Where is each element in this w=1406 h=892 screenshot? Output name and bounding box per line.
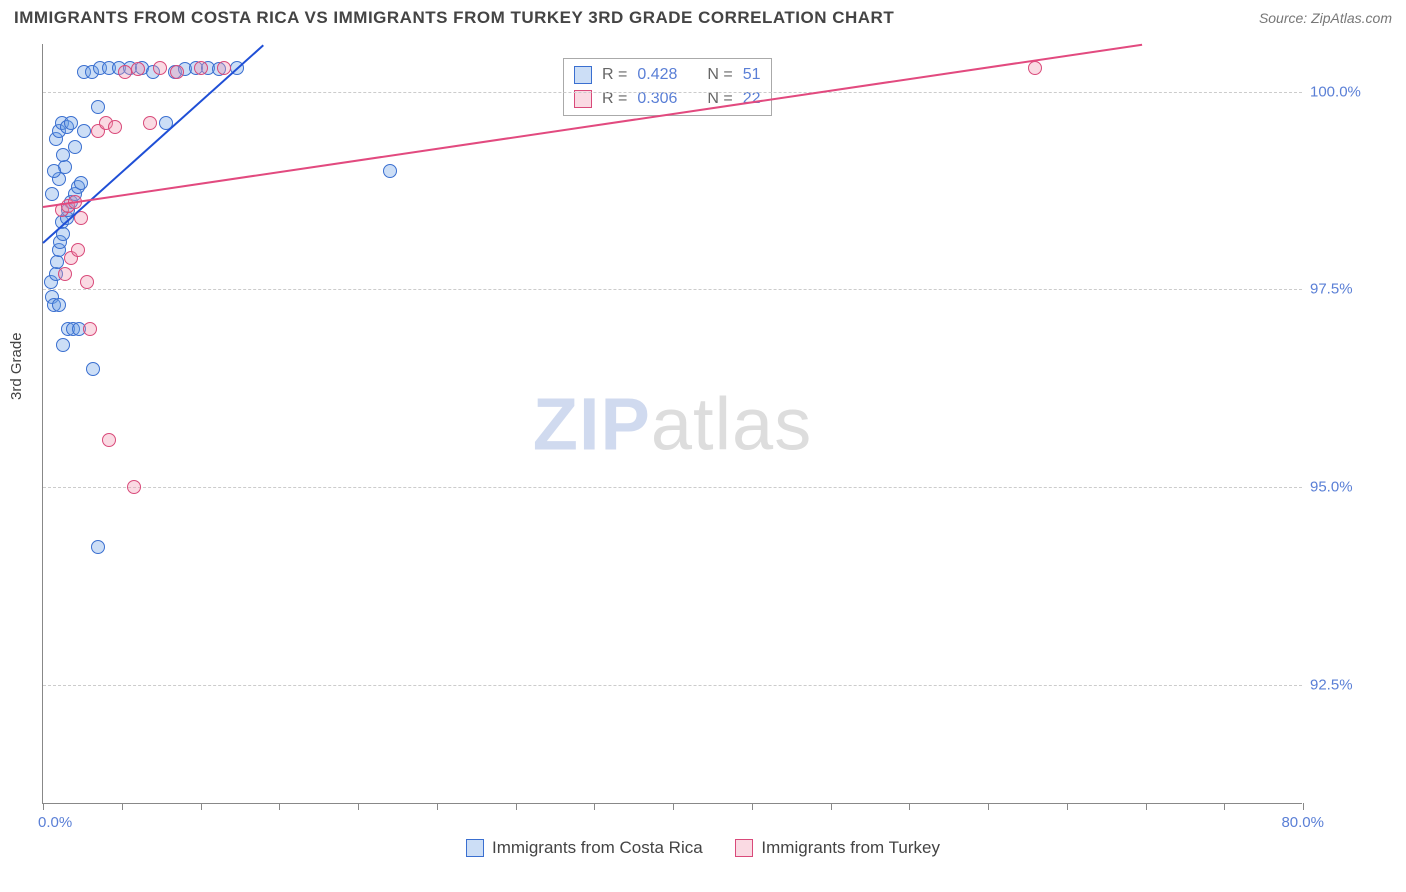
x-tick bbox=[1067, 803, 1068, 810]
y-tick-label: 100.0% bbox=[1310, 83, 1394, 100]
x-tick bbox=[594, 803, 595, 810]
data-point-pink bbox=[217, 61, 231, 75]
x-tick bbox=[437, 803, 438, 810]
y-tick-label: 95.0% bbox=[1310, 479, 1394, 496]
data-point-blue bbox=[56, 338, 70, 352]
x-max-label: 80.0% bbox=[1281, 814, 1324, 831]
data-point-pink bbox=[170, 65, 184, 79]
x-tick bbox=[43, 803, 44, 810]
data-point-pink bbox=[127, 480, 141, 494]
grid-line bbox=[43, 487, 1302, 488]
data-point-blue bbox=[45, 187, 59, 201]
data-point-pink bbox=[153, 61, 167, 75]
data-point-pink bbox=[194, 61, 208, 75]
data-point-blue bbox=[86, 362, 100, 376]
x-tick bbox=[516, 803, 517, 810]
data-point-blue bbox=[74, 176, 88, 190]
legend-swatch-blue bbox=[466, 839, 484, 857]
scatter-plot: ZIPatlas R = 0.428 N = 51 R = 0.306 N = … bbox=[42, 44, 1302, 804]
x-tick bbox=[673, 803, 674, 810]
data-point-blue bbox=[383, 164, 397, 178]
grid-line bbox=[43, 92, 1302, 93]
x-tick bbox=[122, 803, 123, 810]
data-point-pink bbox=[108, 120, 122, 134]
y-tick-label: 97.5% bbox=[1310, 281, 1394, 298]
data-point-pink bbox=[83, 322, 97, 336]
grid-line bbox=[43, 685, 1302, 686]
x-tick bbox=[201, 803, 202, 810]
data-point-pink bbox=[102, 433, 116, 447]
data-point-blue bbox=[64, 116, 78, 130]
legend-swatch-pink bbox=[735, 839, 753, 857]
x-tick bbox=[279, 803, 280, 810]
legend-label-blue: Immigrants from Costa Rica bbox=[492, 838, 703, 858]
source-attribution: Source: ZipAtlas.com bbox=[1259, 10, 1392, 26]
x-tick bbox=[358, 803, 359, 810]
x-tick bbox=[752, 803, 753, 810]
data-point-pink bbox=[58, 267, 72, 281]
x-tick bbox=[1146, 803, 1147, 810]
correlation-legend: R = 0.428 N = 51 R = 0.306 N = 22 bbox=[563, 58, 772, 116]
data-point-pink bbox=[71, 243, 85, 257]
data-point-pink bbox=[80, 275, 94, 289]
data-point-blue bbox=[52, 298, 66, 312]
y-axis-title: 3rd Grade bbox=[8, 332, 25, 400]
x-tick bbox=[909, 803, 910, 810]
data-point-blue bbox=[91, 540, 105, 554]
x-tick bbox=[988, 803, 989, 810]
data-point-blue bbox=[77, 124, 91, 138]
data-point-blue bbox=[91, 100, 105, 114]
legend-swatch-blue bbox=[574, 66, 592, 84]
data-point-pink bbox=[143, 116, 157, 130]
x-tick bbox=[1303, 803, 1304, 810]
data-point-pink bbox=[1028, 61, 1042, 75]
data-point-pink bbox=[131, 62, 145, 76]
legend-swatch-pink bbox=[574, 90, 592, 108]
y-tick-label: 92.5% bbox=[1310, 677, 1394, 694]
x-tick bbox=[1224, 803, 1225, 810]
bottom-legend: Immigrants from Costa Rica Immigrants fr… bbox=[0, 838, 1406, 862]
chart-title: IMMIGRANTS FROM COSTA RICA VS IMMIGRANTS… bbox=[14, 8, 894, 28]
watermark: ZIPatlas bbox=[533, 381, 812, 466]
x-axis-labels: 0.0% 80.0% bbox=[42, 814, 1302, 838]
data-point-blue bbox=[47, 164, 61, 178]
legend-label-pink: Immigrants from Turkey bbox=[761, 838, 940, 858]
data-point-blue bbox=[68, 140, 82, 154]
x-min-label: 0.0% bbox=[38, 814, 72, 831]
x-tick bbox=[831, 803, 832, 810]
grid-line bbox=[43, 289, 1302, 290]
